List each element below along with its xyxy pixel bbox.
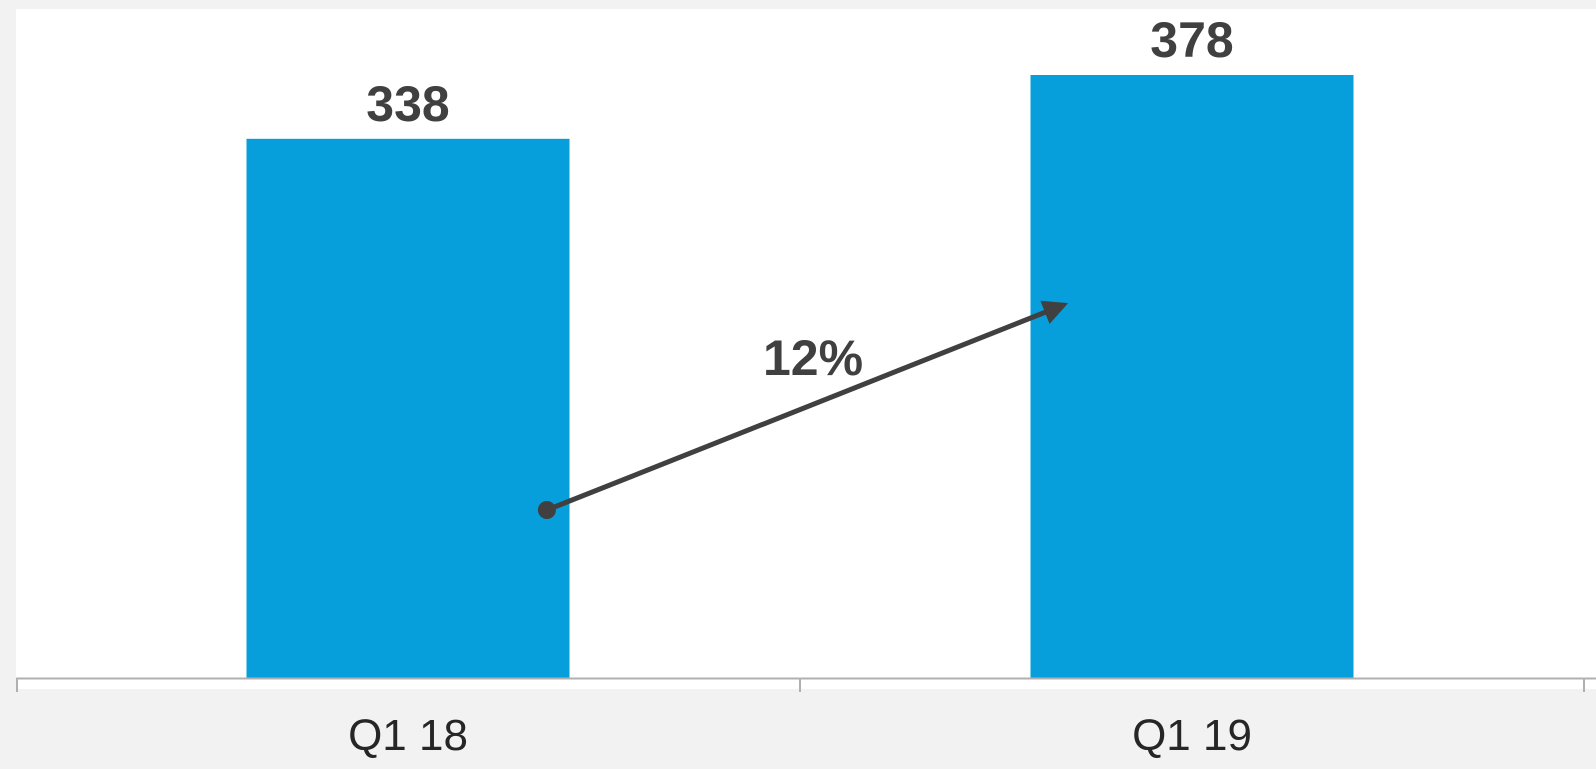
bar-0 xyxy=(246,138,570,679)
growth-annotation: 12% xyxy=(537,300,1069,519)
bar-1 xyxy=(1030,75,1354,678)
bars-group: 338 378 xyxy=(246,12,1354,679)
x-axis: Q1 18 Q1 19 xyxy=(16,677,1596,760)
growth-percent-label: 12% xyxy=(763,330,863,386)
growth-arrow-origin-dot xyxy=(537,501,556,519)
x-tick-label-0: Q1 18 xyxy=(348,711,468,760)
bar-value-label-0: 338 xyxy=(366,76,449,132)
growth-arrow xyxy=(545,300,1069,513)
x-tick-label-1: Q1 19 xyxy=(1132,711,1252,760)
bar-value-label-1: 378 xyxy=(1150,12,1233,68)
